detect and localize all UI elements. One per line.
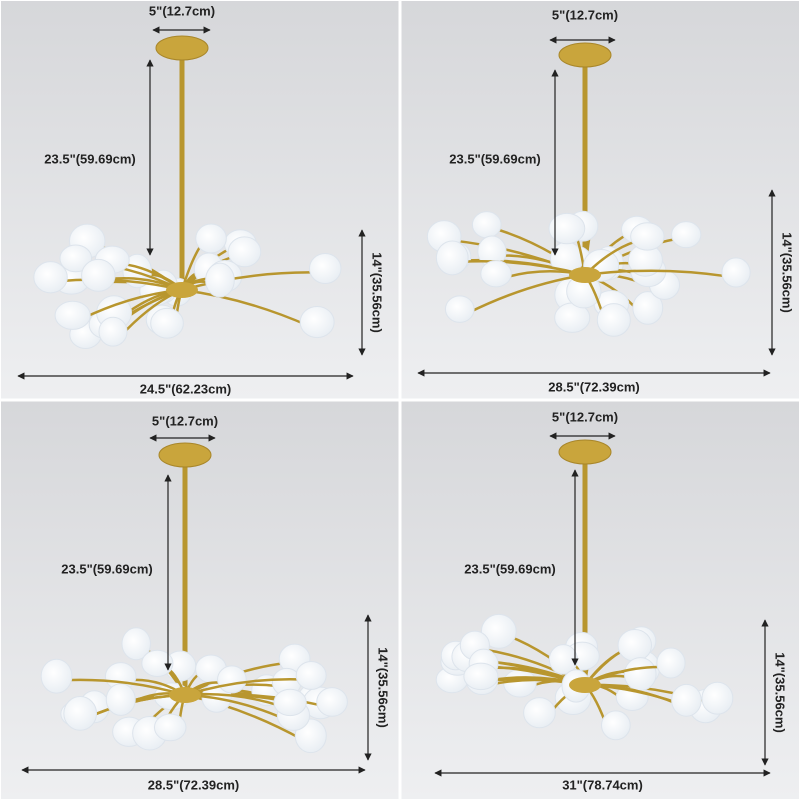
leaf-shade: [273, 688, 307, 717]
rod: [582, 63, 588, 275]
height-label: 14"(35.56cm): [780, 232, 795, 313]
leaf-shade: [227, 236, 262, 268]
canopy-label: 5"(12.7cm): [149, 3, 215, 18]
leaf-shade: [150, 307, 184, 339]
leaf-shade: [205, 262, 235, 298]
leaf-shade: [480, 613, 517, 649]
leaf-shade: [503, 668, 537, 698]
leaf-shade: [81, 258, 116, 292]
leaf-shade: [721, 257, 751, 288]
drop-label: 23.5"(59.69cm): [449, 151, 540, 166]
leaf-shade: [299, 305, 335, 339]
branch: [181, 271, 318, 292]
canopy: [155, 35, 209, 61]
canopy-label: 5"(12.7cm): [552, 7, 618, 22]
leaf-shade: [480, 260, 512, 288]
hub: [569, 677, 601, 693]
width-label: 28.5"(72.39cm): [148, 777, 239, 792]
panel-background: [401, 1, 799, 399]
hub: [569, 267, 601, 283]
rod: [582, 460, 588, 685]
leaf-shade: [217, 665, 247, 694]
drop-label: 23.5"(59.69cm): [61, 561, 152, 576]
leaf-shade: [435, 240, 469, 276]
leaf-shade: [671, 683, 702, 717]
leaf-shade: [98, 316, 128, 347]
rod: [179, 56, 185, 290]
drop-label: 23.5"(59.69cm): [44, 151, 135, 166]
panel: 5"(12.7cm) 23.5"(59.69cm) 14"(35.56cm) 31"(…: [401, 401, 799, 799]
panel-background: [401, 401, 799, 799]
leaf-shade: [54, 300, 91, 330]
panel: 5"(12.7cm) 23.5"(59.69cm) 14"(35.56cm) 28.5…: [1, 401, 399, 799]
canopy-label: 5"(12.7cm): [152, 413, 218, 428]
hub: [169, 687, 201, 703]
leaf-shade: [617, 629, 653, 662]
height-label: 14"(35.56cm): [376, 647, 391, 728]
canopy: [158, 442, 212, 468]
canopy-label: 5"(12.7cm): [552, 409, 618, 424]
branch: [584, 269, 729, 278]
leaf-shade: [623, 657, 657, 692]
canopy: [558, 439, 612, 465]
panel-background: [1, 401, 399, 799]
leaf-shade: [701, 681, 734, 715]
leaf-shade: [33, 261, 68, 294]
leaf-shade: [63, 696, 98, 731]
drop-label: 23.5"(59.69cm): [464, 561, 555, 576]
leaf-shade: [632, 291, 664, 325]
height-label: 14"(35.56cm): [370, 252, 385, 333]
leaf-shade: [630, 222, 665, 251]
leaf-shade: [601, 710, 631, 741]
leaf-shade: [656, 647, 686, 679]
leaf-shade: [105, 683, 136, 716]
leaf-shade: [59, 244, 93, 273]
leaf-shade: [153, 713, 187, 742]
leaf-shade: [671, 221, 702, 249]
hub: [166, 282, 198, 298]
height-label: 14"(35.56cm): [773, 652, 788, 733]
leaf-shade: [308, 253, 342, 284]
leaf-shade: [444, 295, 475, 323]
width-label: 31"(78.74cm): [562, 777, 643, 792]
leaf-shade: [596, 303, 631, 337]
panel: 5"(12.7cm) 23.5"(59.69cm) 14"(35.56cm) 28.5…: [401, 1, 799, 399]
leaf-shade: [295, 660, 327, 690]
leaf-shade: [548, 212, 586, 245]
panel: 5"(12.7cm) 23.5"(59.69cm) 14"(35.56cm) 24.5…: [1, 1, 399, 399]
panel-background: [1, 1, 399, 399]
width-label: 24.5"(62.23cm): [140, 381, 231, 396]
width-label: 28.5"(72.39cm): [548, 379, 639, 394]
leaf-shade: [463, 662, 499, 691]
leaf-shade: [523, 697, 556, 729]
rod: [182, 463, 188, 695]
leaf-shade: [40, 658, 73, 694]
leaf-shade: [316, 687, 348, 717]
canopy: [558, 42, 612, 68]
leaf-shade: [471, 211, 502, 239]
leaf-shade: [121, 627, 151, 661]
leaf-shade: [195, 223, 227, 254]
